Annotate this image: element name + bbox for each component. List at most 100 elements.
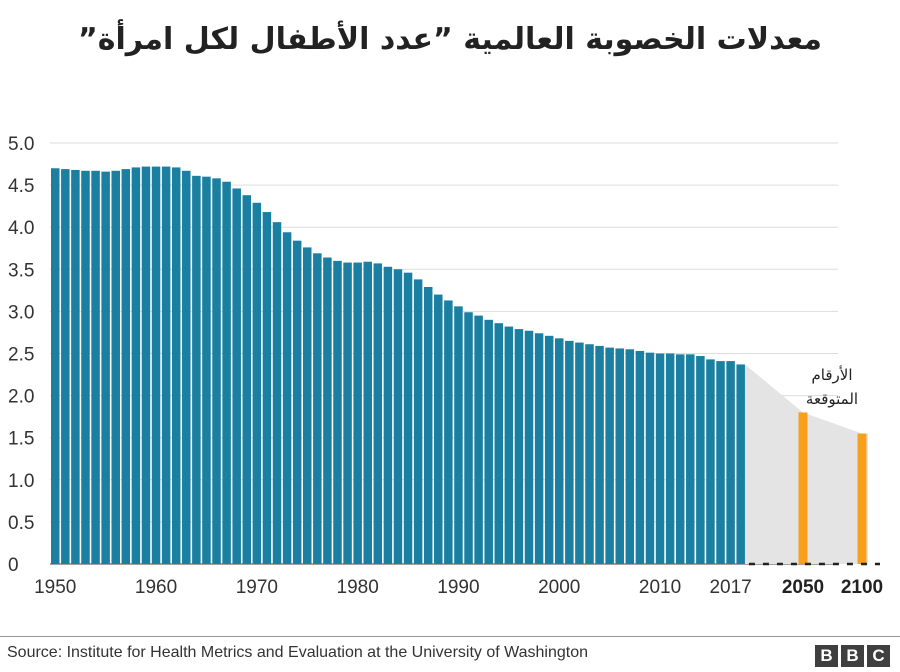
y-tick-label: 4.0	[8, 218, 34, 239]
x-tick-label: 1970	[236, 577, 278, 598]
historical-bar	[262, 212, 272, 565]
historical-bar	[625, 349, 635, 564]
historical-bar	[202, 176, 211, 564]
historical-bar	[484, 319, 493, 564]
historical-bar	[313, 253, 322, 565]
projected-bar	[857, 433, 867, 564]
historical-bar	[232, 188, 241, 564]
logo-letter: C	[867, 645, 890, 667]
x-tick-label: 2017	[709, 577, 751, 598]
historical-bar	[212, 178, 221, 565]
historical-bar	[131, 167, 141, 565]
historical-bar	[434, 294, 443, 564]
historical-bar	[333, 260, 342, 564]
fertility-chart: 0 0.5 1.0 1.5 2.0 2.5 3.0 3.5 4.0 4.5 5.0 1950 1960…	[8, 134, 883, 598]
historical-bar	[383, 266, 393, 564]
x-axis-ticks: 1950 1960 1970 1980 1990 2000 2010 2017 2050 2100	[34, 577, 883, 598]
source-note: Source: Institute for Health Metrics and…	[7, 644, 589, 661]
historical-bar	[393, 269, 403, 564]
historical-bar	[585, 344, 594, 564]
historical-bar	[655, 353, 665, 564]
historical-bar	[343, 262, 352, 564]
historical-bar	[645, 352, 655, 564]
historical-bar	[323, 257, 332, 564]
historical-bar	[141, 166, 151, 564]
historical-bar	[51, 168, 60, 564]
bbc-logo: B B C	[815, 645, 890, 667]
historical-bar	[363, 261, 372, 564]
projected-bar	[798, 412, 808, 564]
y-tick-label: 1.5	[8, 429, 34, 450]
historical-bar	[595, 345, 604, 564]
y-tick-label: 1.0	[8, 471, 34, 492]
logo-letter: B	[815, 645, 838, 667]
historical-bars	[51, 166, 745, 565]
historical-bar	[635, 350, 645, 564]
historical-bar	[444, 300, 453, 564]
historical-bar	[423, 286, 433, 564]
historical-bar	[303, 247, 312, 564]
gridlines	[50, 142, 838, 565]
historical-bar	[534, 333, 544, 564]
historical-bar	[111, 170, 120, 565]
historical-bar	[726, 361, 735, 564]
historical-bar	[252, 202, 262, 564]
historical-bar	[121, 169, 131, 564]
historical-bar	[514, 329, 524, 564]
historical-bar	[272, 222, 282, 564]
historical-bar	[494, 323, 504, 564]
historical-bar	[464, 312, 473, 564]
historical-bar	[71, 169, 80, 564]
historical-bar	[171, 167, 181, 565]
y-tick-label: 5.0	[8, 134, 34, 155]
x-tick-label-projected: 2100	[841, 577, 883, 598]
historical-bar	[192, 175, 201, 564]
x-tick-label-projected: 2050	[782, 577, 824, 598]
historical-bar	[565, 340, 574, 564]
historical-bar	[151, 166, 161, 564]
historical-bar	[353, 262, 362, 564]
historical-bar	[161, 166, 171, 564]
projected-bars	[748, 412, 880, 566]
historical-bar	[101, 171, 110, 564]
historical-bar	[373, 263, 383, 564]
historical-bar	[555, 338, 564, 564]
y-axis-ticks: 0 0.5 1.0 1.5 2.0 2.5 3.0 3.5 4.0 4.5 5.0	[8, 134, 34, 576]
y-tick-label: 4.5	[8, 176, 34, 197]
historical-bar	[474, 315, 483, 564]
x-tick-label: 1950	[34, 577, 76, 598]
x-tick-label: 1980	[337, 577, 379, 598]
historical-bar	[81, 170, 90, 565]
y-tick-label: 2.5	[8, 345, 34, 366]
historical-bar	[675, 354, 685, 564]
y-tick-label: 3.0	[8, 302, 34, 323]
y-tick-label: 0.5	[8, 513, 34, 534]
historical-bar	[544, 335, 554, 564]
historical-bar	[454, 306, 463, 564]
historical-bar	[61, 169, 70, 564]
footer-divider	[0, 636, 900, 637]
annotation-line: الأرقام	[812, 365, 853, 384]
historical-bar	[524, 330, 534, 564]
historical-bar	[575, 342, 584, 564]
x-tick-label: 2000	[538, 577, 580, 598]
historical-bar	[504, 326, 514, 564]
historical-bar	[716, 361, 725, 564]
historical-bar	[665, 353, 675, 564]
historical-bar	[696, 356, 705, 564]
y-tick-label: 0	[8, 555, 19, 576]
historical-bar	[615, 348, 624, 564]
y-tick-label: 2.0	[8, 387, 34, 408]
projection-annotation: الأرقام المتوقعة	[806, 365, 858, 408]
chart-title: معدلات الخصوبة العالمية ”عدد الأطفال لكل…	[78, 22, 822, 57]
historical-bar	[222, 181, 231, 565]
historical-bar	[91, 170, 100, 565]
x-tick-label: 2010	[639, 577, 681, 598]
x-tick-label: 1960	[135, 577, 177, 598]
historical-bar	[282, 232, 292, 564]
logo-letter: B	[841, 645, 864, 667]
historical-bar	[686, 354, 695, 564]
historical-bar	[403, 272, 413, 564]
y-tick-label: 3.5	[8, 260, 34, 281]
historical-bar	[413, 279, 423, 564]
